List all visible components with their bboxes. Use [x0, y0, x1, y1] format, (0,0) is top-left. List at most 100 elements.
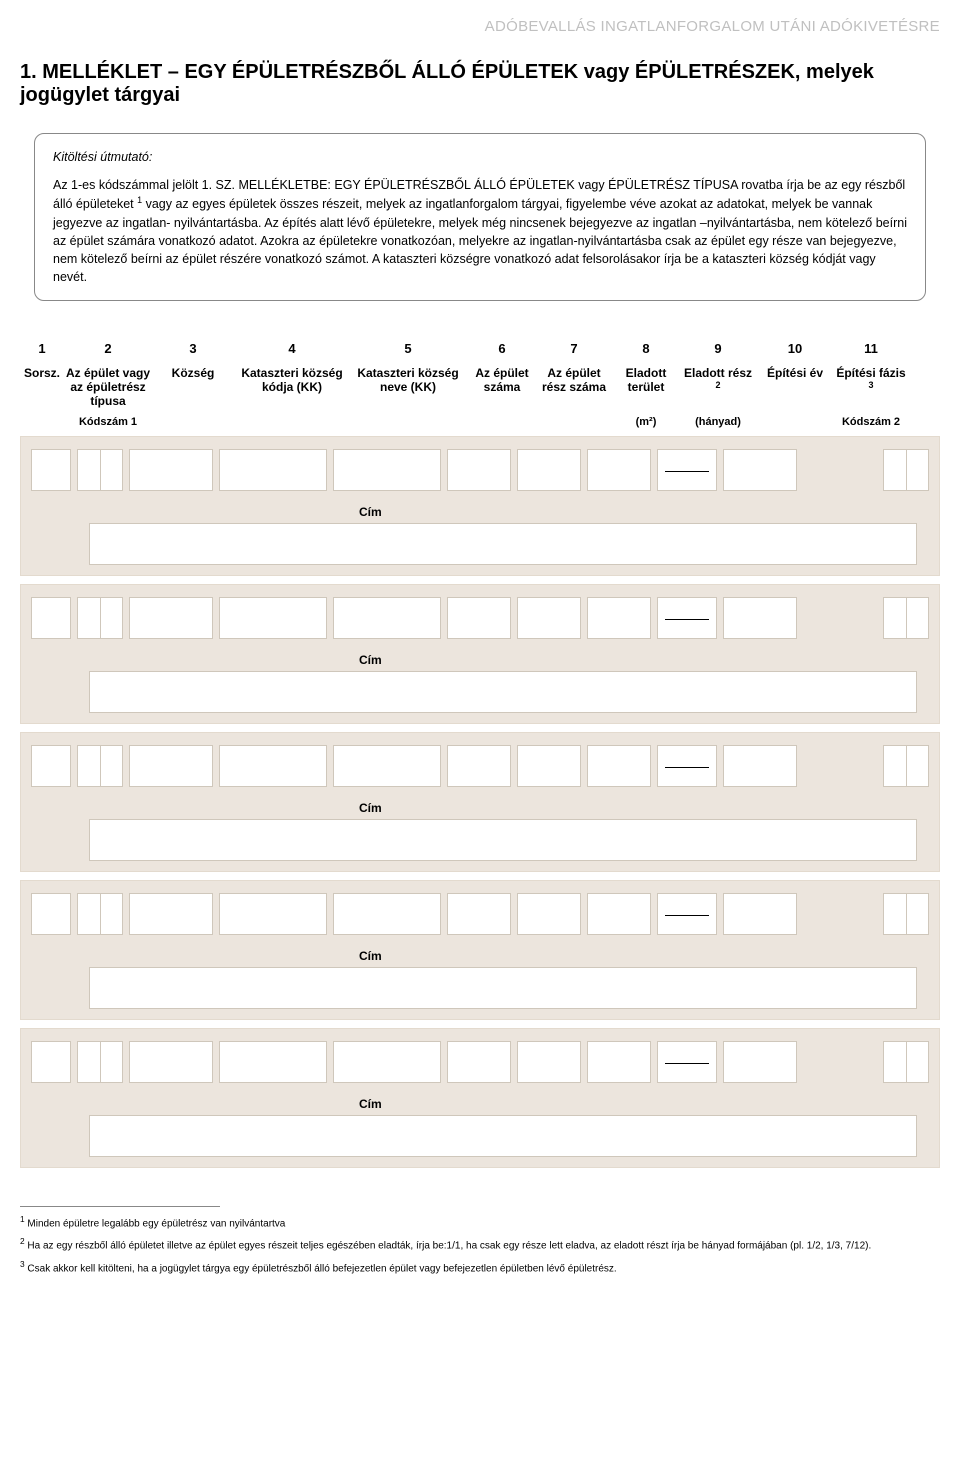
phase-code-input[interactable] — [883, 597, 929, 639]
kozseg-input[interactable] — [129, 449, 213, 491]
colhead-part-no: Az épület rész száma — [538, 366, 610, 394]
colnum-1: 1 — [20, 341, 64, 356]
colnum-4: 4 — [234, 341, 350, 356]
sold-part-input[interactable] — [657, 597, 717, 639]
sold-area-input[interactable] — [587, 745, 651, 787]
sold-area-input[interactable] — [587, 893, 651, 935]
entry-block: Cím — [20, 584, 940, 724]
colhead-building-no: Az épület száma — [466, 366, 538, 394]
kk-code-input[interactable] — [219, 449, 327, 491]
address-label: Cím — [31, 801, 929, 815]
type-code-input[interactable] — [77, 745, 123, 787]
type-code-input[interactable] — [77, 449, 123, 491]
kk-name-input[interactable] — [333, 597, 441, 639]
instructions-text: Az 1-es kódszámmal jelölt 1. SZ. MELLÉKL… — [53, 176, 907, 286]
address-input[interactable] — [89, 523, 917, 565]
instructions-text-2: vagy az egyes épületek összes részeit, m… — [53, 197, 907, 284]
address-label: Cím — [31, 1097, 929, 1111]
address-input[interactable] — [89, 671, 917, 713]
footnotes: 1 Minden épületre legalább egy épületrés… — [20, 1176, 940, 1276]
building-no-input[interactable] — [447, 1041, 511, 1083]
sorsz-input[interactable] — [31, 745, 71, 787]
footnote-2: 2 Ha az egy részből álló épületet illetv… — [20, 1235, 940, 1253]
sold-area-input[interactable] — [587, 1041, 651, 1083]
building-no-input[interactable] — [447, 893, 511, 935]
build-year-input[interactable] — [723, 597, 797, 639]
kk-code-input[interactable] — [219, 597, 327, 639]
colhead-kozseg: Község — [152, 366, 234, 380]
kk-code-input[interactable] — [219, 745, 327, 787]
address-input[interactable] — [89, 967, 917, 1009]
instructions-box: Kitöltési útmutató: Az 1-es kódszámmal j… — [34, 133, 926, 301]
unit-hanyad: (hányad) — [682, 416, 754, 428]
entry-block: Cím — [20, 436, 940, 576]
phase-code-input[interactable] — [883, 449, 929, 491]
phase-code-input[interactable] — [883, 893, 929, 935]
kozseg-input[interactable] — [129, 597, 213, 639]
kk-name-input[interactable] — [333, 893, 441, 935]
sold-area-input[interactable] — [587, 449, 651, 491]
kk-name-input[interactable] — [333, 449, 441, 491]
column-numbers-row: 1 2 3 4 5 6 7 8 9 10 11 — [20, 341, 940, 360]
page-title: 1. MELLÉKLET – EGY ÉPÜLETRÉSZBŐL ÁLLÓ ÉP… — [20, 45, 940, 133]
sold-part-input[interactable] — [657, 745, 717, 787]
kk-name-input[interactable] — [333, 1041, 441, 1083]
building-no-input[interactable] — [447, 597, 511, 639]
kozseg-input[interactable] — [129, 893, 213, 935]
sold-part-input[interactable] — [657, 1041, 717, 1083]
entry-row — [31, 893, 929, 935]
build-year-input[interactable] — [723, 1041, 797, 1083]
building-no-input[interactable] — [447, 745, 511, 787]
entry-row — [31, 745, 929, 787]
address-label: Cím — [31, 505, 929, 519]
unit-kodszam1: Kódszám 1 — [64, 416, 152, 428]
colhead-type: Az épület vagy az épületrész típusa — [64, 366, 152, 408]
type-code-input[interactable] — [77, 1041, 123, 1083]
instructions-label: Kitöltési útmutató: — [53, 148, 907, 166]
part-no-input[interactable] — [517, 449, 581, 491]
sorsz-input[interactable] — [31, 597, 71, 639]
colnum-6: 6 — [466, 341, 538, 356]
kozseg-input[interactable] — [129, 745, 213, 787]
colhead-build-year: Építési év — [754, 366, 836, 380]
page: ADÓBEVALLÁS INGATLANFORGALOM UTÁNI ADÓKI… — [0, 0, 960, 1300]
sorsz-input[interactable] — [31, 893, 71, 935]
address-label: Cím — [31, 653, 929, 667]
part-no-input[interactable] — [517, 597, 581, 639]
build-year-input[interactable] — [723, 449, 797, 491]
kk-code-input[interactable] — [219, 1041, 327, 1083]
footnote-1: 1 Minden épületre legalább egy épületrés… — [20, 1213, 940, 1231]
colhead-kk-code: Kataszteri község kódja (KK) — [234, 366, 350, 394]
sorsz-input[interactable] — [31, 449, 71, 491]
entry-block: Cím — [20, 880, 940, 1020]
building-no-input[interactable] — [447, 449, 511, 491]
column-units-row: Kódszám 1 (m²) (hányad) Kódszám 2 — [20, 412, 940, 436]
address-input[interactable] — [89, 1115, 917, 1157]
sold-part-input[interactable] — [657, 893, 717, 935]
entry-block: Cím — [20, 732, 940, 872]
type-code-input[interactable] — [77, 893, 123, 935]
colhead-sorsz: Sorsz. — [20, 366, 64, 380]
part-no-input[interactable] — [517, 893, 581, 935]
sorsz-input[interactable] — [31, 1041, 71, 1083]
colhead-phase: Építési fázis 3 — [836, 366, 906, 396]
colnum-9: 9 — [682, 341, 754, 356]
part-no-input[interactable] — [517, 745, 581, 787]
type-code-input[interactable] — [77, 597, 123, 639]
build-year-input[interactable] — [723, 893, 797, 935]
address-input[interactable] — [89, 819, 917, 861]
colhead-sold-area: Eladott terület — [610, 366, 682, 394]
part-no-input[interactable] — [517, 1041, 581, 1083]
kk-name-input[interactable] — [333, 745, 441, 787]
kozseg-input[interactable] — [129, 1041, 213, 1083]
colnum-10: 10 — [754, 341, 836, 356]
unit-m2: (m²) — [610, 416, 682, 428]
phase-code-input[interactable] — [883, 1041, 929, 1083]
build-year-input[interactable] — [723, 745, 797, 787]
entry-row — [31, 597, 929, 639]
kk-code-input[interactable] — [219, 893, 327, 935]
phase-code-input[interactable] — [883, 745, 929, 787]
sold-part-input[interactable] — [657, 449, 717, 491]
sold-area-input[interactable] — [587, 597, 651, 639]
address-label: Cím — [31, 949, 929, 963]
